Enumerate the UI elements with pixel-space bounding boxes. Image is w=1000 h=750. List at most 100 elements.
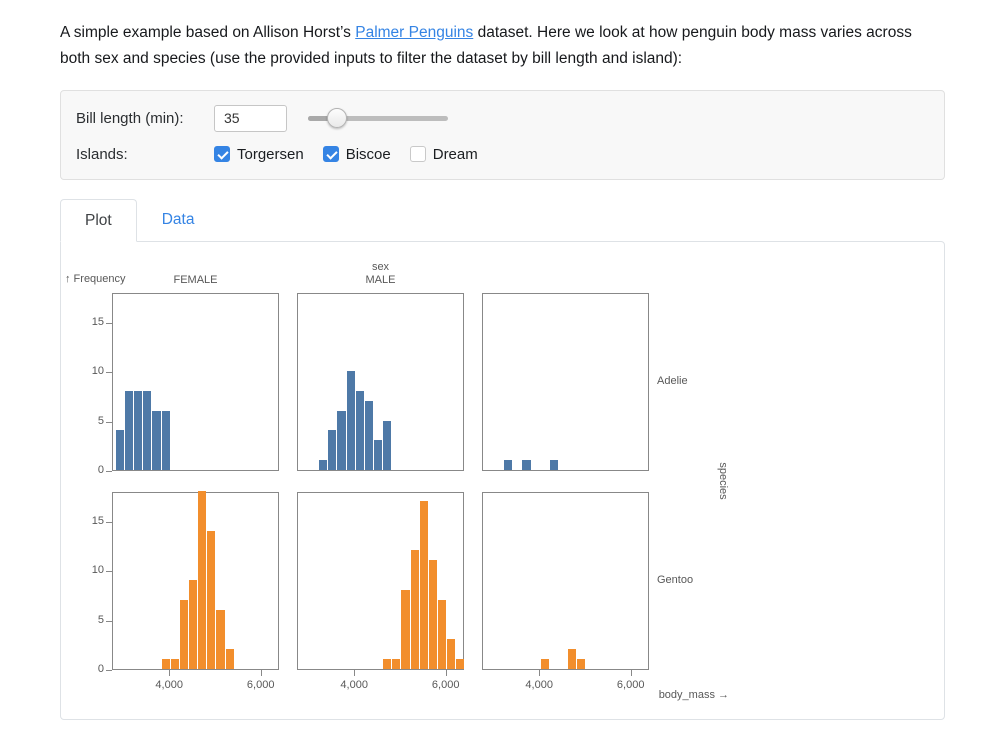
y-axis-tick-label: 10 [91,365,104,378]
facet-row-label: Gentoo [657,574,694,586]
histogram-bar [549,460,558,470]
y-axis-tick-label: 5 [97,613,104,626]
y-axis-tick-label: 10 [91,564,104,577]
x-axis-tick [169,670,171,676]
facet-col-label: MALE [365,274,396,286]
checkbox-unchecked-icon[interactable] [409,146,426,162]
bill-length-slider[interactable] [308,108,448,128]
facet-row-title: species [717,462,729,500]
facet-panel-gentoo-na [482,492,649,670]
x-axis-tick-label: 4,000 [340,679,368,691]
x-axis-tick [260,670,262,676]
y-axis-tick [106,670,112,671]
histogram-bar [225,649,234,669]
y-axis-tick [106,571,112,573]
facet-row-label: Adelie [657,375,688,387]
y-axis-tick [106,471,112,472]
histogram-bar [410,550,419,669]
island-checkbox-biscoe[interactable]: Biscoe [322,145,391,163]
facet-panel-adelie-male [297,293,464,471]
histogram-bar [216,609,225,669]
histogram-bar [577,659,586,669]
island-checkbox-label: Biscoe [345,145,391,163]
histogram-bar [392,659,401,669]
slider-fill [308,116,338,121]
x-axis-tick-label: 6,000 [431,679,460,691]
facet-col-label: FEMALE [173,274,218,286]
description: A simple example based on Allison Horst’… [60,20,945,72]
histogram-bar [568,649,577,669]
histogram-bar [115,430,124,470]
islands-label: Islands: [76,145,128,163]
bill-length-input[interactable] [214,104,287,132]
y-axis-title: ↑ Frequency [65,273,126,285]
island-checkbox-dream[interactable]: Dream [409,145,478,163]
histogram-bar [161,659,170,669]
histogram-bar [383,420,392,470]
palmer-penguins-link[interactable]: Palmer Penguins [355,24,474,41]
islands-row: Islands: Torgersen Biscoe Dream [76,140,929,168]
faceted-histogram: ↑ Frequency sex FEMALE MALE 0 5 10 15 Adelie 0 5 10… [61,242,944,719]
histogram-bar [328,430,337,470]
facet-panel-adelie-female [112,293,279,471]
histogram-bar [346,371,355,470]
facet-panel-adelie-na [482,293,649,471]
checkbox-checked-icon[interactable] [322,146,339,162]
x-axis-tick-label: 4,000 [525,679,553,691]
histogram-bar [143,390,152,470]
histogram-bar [337,410,346,470]
app-page: A simple example based on Allison Horst’… [0,0,1000,720]
island-checkbox-label: Torgersen [237,145,304,163]
facet-col-title: sex [371,261,390,273]
histogram-bar [188,580,198,669]
tab-bar: Plot Data [60,199,945,242]
facet-panel-gentoo-female [112,491,279,670]
tab-content-card: ↑ Frequency sex FEMALE MALE 0 5 10 15 Adelie 0 5 10… [60,241,945,720]
histogram-bar [179,599,188,669]
y-axis-tick [106,372,112,374]
x-axis-title: body_mass → [658,689,729,701]
y-axis-tick [106,620,112,622]
x-axis-tick [539,670,541,676]
histogram-bar [438,599,447,669]
histogram-bar [522,460,531,470]
histogram-bar [319,460,328,470]
histogram-bar [355,390,364,470]
bill-length-label: Bill length (min): [76,109,184,127]
y-axis-tick-label: 15 [91,315,104,328]
histogram-bar [161,410,170,470]
tab-data[interactable]: Data [161,211,195,228]
checkbox-checked-icon[interactable] [214,146,230,162]
histogram-bar [152,410,161,470]
histogram-bar [124,390,134,470]
x-axis-tick [354,670,356,676]
histogram-bar [419,500,428,669]
island-checkbox-group: Torgersen Biscoe Dream [214,146,497,163]
bill-length-row: Bill length (min): [76,104,929,132]
slider-handle[interactable] [327,108,348,128]
histogram-bar [364,400,373,470]
y-axis-tick-label: 15 [91,514,104,527]
filter-panel: Bill length (min): Islands: Torgersen Bis… [60,90,945,180]
y-axis-tick [106,521,112,523]
facet-panel-gentoo-male [297,492,465,670]
description-text-after: dataset. Here we look at how penguin bod… [60,24,912,67]
histogram-bar [504,460,513,470]
island-checkbox-label: Dream [432,145,478,163]
histogram-bar [198,491,207,669]
histogram-bar [456,659,465,669]
slider-track[interactable] [308,116,448,121]
y-axis-tick-label: 0 [97,663,104,675]
island-checkbox-torgersen[interactable]: Torgersen [214,146,304,163]
histogram-bar [401,589,410,669]
histogram-bar [207,530,216,669]
x-axis-tick-label: 4,000 [155,679,183,691]
x-axis-tick-label: 6,000 [246,679,275,691]
tab-plot[interactable]: Plot [60,199,137,242]
description-text-before: A simple example based on Allison Horst’… [60,24,356,41]
y-axis-tick-label: 0 [97,464,104,476]
y-axis-tick-label: 5 [97,414,104,427]
histogram-bar [428,560,438,669]
x-axis-tick [445,670,447,676]
y-axis-tick [106,322,112,324]
